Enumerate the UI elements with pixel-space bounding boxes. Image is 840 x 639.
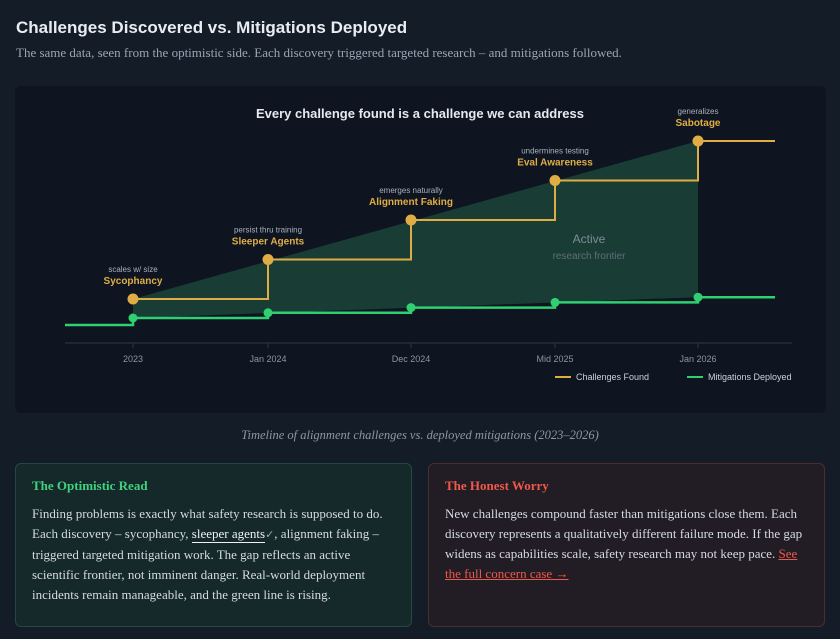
annotation-subtitle: research frontier xyxy=(553,251,626,262)
challenge-label: Alignment Faking xyxy=(369,197,453,208)
optimistic-read-text: Finding problems is exactly what safety … xyxy=(32,504,395,605)
challenge-sublabel: persist thru training xyxy=(234,226,302,235)
honest-worry-body: New challenges compound faster than miti… xyxy=(445,506,803,561)
challenge-label: Sleeper Agents xyxy=(232,237,305,248)
chart-caption: Timeline of alignment challenges vs. dep… xyxy=(241,428,599,442)
challenge-sublabel: scales w/ size xyxy=(108,265,158,274)
honest-worry-title: The Honest Worry xyxy=(445,478,549,493)
x-tick-label: Jan 2024 xyxy=(249,354,286,364)
x-tick-label: Mid 2025 xyxy=(536,354,573,364)
optimistic-read-card: The Optimistic Read Finding problems is … xyxy=(15,463,412,627)
mitigation-point xyxy=(128,313,138,323)
annotation-title: Active xyxy=(573,232,606,246)
mitigation-point xyxy=(263,308,273,318)
mitigation-point xyxy=(550,297,560,307)
challenge-label: Eval Awareness xyxy=(517,158,593,169)
challenge-point xyxy=(127,293,139,305)
x-tick-label: Dec 2024 xyxy=(392,354,431,364)
legend-challenges-label: Challenges Found xyxy=(576,372,649,382)
chart-panel: Every challenge found is a challenge we … xyxy=(15,86,826,413)
optimistic-text-after: , alignment faking – triggered targeted … xyxy=(32,526,379,602)
challenge-point xyxy=(262,254,274,265)
challenge-sublabel: emerges naturally xyxy=(379,186,443,195)
mitigation-point xyxy=(693,292,703,302)
challenge-point xyxy=(405,214,417,226)
chart-title: Every challenge found is a challenge we … xyxy=(256,106,584,121)
optimistic-read-title: The Optimistic Read xyxy=(32,478,148,493)
optimistic-text-before: Finding problems is exactly what safety … xyxy=(32,506,383,541)
page-subtitle: The same data, seen from the optimistic … xyxy=(16,45,622,60)
page-title: Challenges Discovered vs. Mitigations De… xyxy=(16,18,408,37)
challenge-sublabel: undermines testing xyxy=(521,147,589,156)
challenge-label: Sycophancy xyxy=(104,276,163,287)
check-icon: ✓ xyxy=(265,529,275,541)
timeline-chart: Every challenge found is a challenge we … xyxy=(65,106,792,382)
mitigation-point xyxy=(406,303,416,313)
challenge-point xyxy=(549,175,561,186)
honest-worry-text: New challenges compound faster than miti… xyxy=(445,504,808,584)
challenge-point xyxy=(692,135,704,147)
gap-area xyxy=(133,141,698,318)
challenge-label: Sabotage xyxy=(675,118,720,129)
challenge-sublabel: generalizes xyxy=(678,107,719,116)
honest-worry-card: The Honest Worry New challenges compound… xyxy=(428,463,825,627)
challenges-line xyxy=(133,140,775,300)
legend-mitigations-label: Mitigations Deployed xyxy=(708,372,792,382)
sleeper-agents-link[interactable]: sleeper agents xyxy=(191,526,266,543)
full-concern-link[interactable]: See the full concern case → xyxy=(445,546,798,581)
x-tick-label: 2023 xyxy=(123,354,143,364)
x-tick-label: Jan 2026 xyxy=(679,354,716,364)
